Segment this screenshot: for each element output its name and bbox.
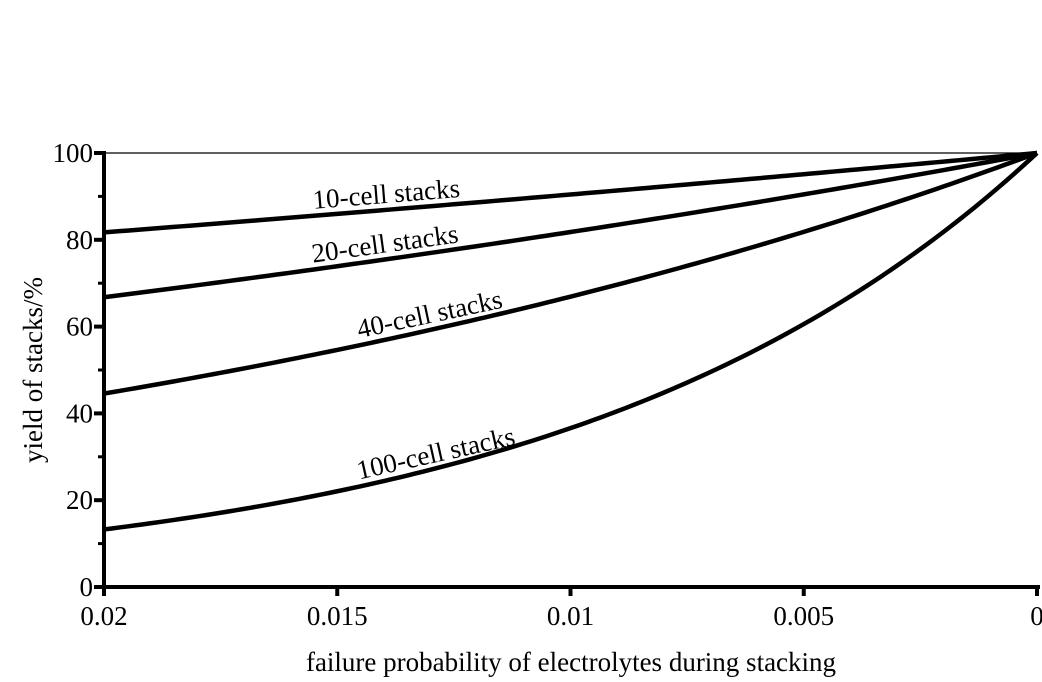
x-tick-label-0: 0.02	[80, 601, 127, 631]
x-tick-label-1: 0.015	[307, 601, 368, 631]
y-axis-label: yield of stacks/%	[18, 277, 48, 463]
series-line-20-cell	[103, 150, 1038, 300]
y-tick-label-60: 60	[66, 312, 93, 342]
y-tick-label-100: 100	[53, 138, 94, 168]
y-tick-label-80: 80	[66, 225, 93, 255]
y-tick-label-40: 40	[66, 398, 93, 428]
x-tick-label-3: 0.005	[773, 601, 834, 631]
x-tick-label-4: 0	[1030, 601, 1042, 631]
ticks: 0 20 40 60 80 100 0.02 0.015 0.01 0.005 0	[53, 138, 1042, 631]
series-label-100-cell: 100-cell stacks	[354, 421, 518, 485]
series-label-40-cell: 40-cell stacks	[354, 284, 505, 344]
y-tick-label-0: 0	[80, 572, 94, 602]
series-lines	[103, 150, 1039, 532]
series-line-10-cell	[103, 150, 1038, 235]
series-line-100-cell	[103, 151, 1039, 532]
x-axis-label: failure probability of electrolytes duri…	[306, 647, 836, 677]
series-line-40-cell	[103, 150, 1038, 396]
y-tick-label-20: 20	[66, 485, 93, 515]
series-label-10-cell: 10-cell stacks	[311, 173, 461, 215]
x-tick-label-2: 0.01	[547, 601, 594, 631]
